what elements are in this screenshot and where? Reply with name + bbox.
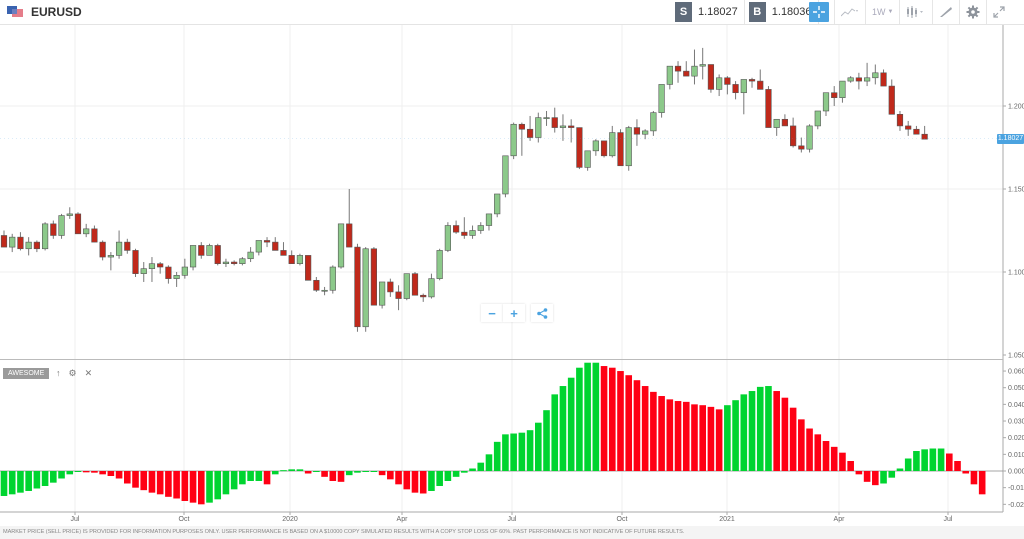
divider bbox=[932, 0, 934, 24]
svg-text:Jul: Jul bbox=[944, 516, 953, 523]
fullscreen-button[interactable] bbox=[987, 0, 1011, 24]
svg-text:Oct: Oct bbox=[179, 516, 190, 523]
zoom-in-button[interactable]: + bbox=[503, 304, 525, 322]
close-icon[interactable]: ✕ bbox=[84, 368, 93, 378]
svg-text:Oct: Oct bbox=[617, 516, 628, 523]
disclaimer: MARKET PRICE (SELL PRICE) IS PROVIDED FO… bbox=[0, 526, 1024, 539]
svg-text:1.1500: 1.1500 bbox=[1008, 187, 1024, 194]
svg-text:0.0000: 0.0000 bbox=[1008, 469, 1024, 476]
zoom-controls: − + bbox=[481, 304, 553, 322]
svg-text:2021: 2021 bbox=[719, 516, 735, 523]
price-quotes: S 1.18027 B 1.18036 bbox=[675, 0, 819, 24]
drawing-icon bbox=[940, 7, 953, 17]
timeframe-selector[interactable]: 1W ▼ bbox=[866, 0, 899, 24]
crosshair-button[interactable] bbox=[809, 2, 829, 22]
timeframe-label: 1W bbox=[872, 7, 886, 17]
sell-price[interactable]: 1.18027 bbox=[698, 6, 738, 18]
chart-type-button[interactable] bbox=[835, 0, 865, 24]
divider bbox=[743, 0, 745, 24]
move-up-icon[interactable]: ↑ bbox=[56, 368, 61, 378]
svg-text:Apr: Apr bbox=[834, 516, 846, 523]
chart-type-icon bbox=[841, 8, 858, 17]
expand-icon bbox=[993, 6, 1006, 18]
share-icon bbox=[536, 307, 547, 319]
divider bbox=[986, 0, 988, 24]
svg-text:Jul: Jul bbox=[71, 516, 80, 523]
divider bbox=[865, 0, 866, 24]
zoom-out-button[interactable]: − bbox=[481, 304, 503, 322]
chevron-down-icon: ▼ bbox=[887, 9, 894, 15]
gear-icon[interactable]: ⚙ bbox=[68, 368, 77, 378]
svg-text:Apr: Apr bbox=[397, 516, 409, 523]
divider bbox=[899, 0, 901, 24]
svg-text:1.2000: 1.2000 bbox=[1008, 104, 1024, 111]
gear-icon bbox=[966, 5, 980, 19]
candles-button[interactable] bbox=[900, 0, 932, 24]
indicator-controls: ↑ ⚙ ✕ bbox=[56, 368, 92, 379]
svg-text:Jul: Jul bbox=[508, 516, 517, 523]
sell-tag[interactable]: S bbox=[675, 2, 692, 22]
settings-button[interactable] bbox=[960, 0, 986, 24]
symbol-title: EURUSD bbox=[31, 5, 82, 19]
chart-tools: 1W ▼ bbox=[809, 0, 1011, 24]
buy-tag[interactable]: B bbox=[748, 2, 766, 22]
indicator-label[interactable]: AWESOME bbox=[3, 368, 50, 379]
share-button[interactable] bbox=[531, 304, 553, 322]
svg-text:1.1000: 1.1000 bbox=[1008, 270, 1024, 277]
candles-icon bbox=[907, 6, 924, 18]
divider bbox=[959, 0, 961, 24]
crosshair-icon bbox=[813, 6, 825, 18]
divider bbox=[834, 0, 835, 24]
last-price-marker: 1.18027 bbox=[997, 134, 1024, 144]
eu-us-flag-icon bbox=[7, 6, 23, 17]
svg-text:2020: 2020 bbox=[282, 516, 298, 523]
top-toolbar: EURUSD S 1.18027 B 1.18036 1W ▼ bbox=[0, 0, 1024, 25]
drawing-tools-button[interactable] bbox=[933, 0, 959, 24]
buy-price[interactable]: 1.18036 bbox=[771, 6, 812, 18]
